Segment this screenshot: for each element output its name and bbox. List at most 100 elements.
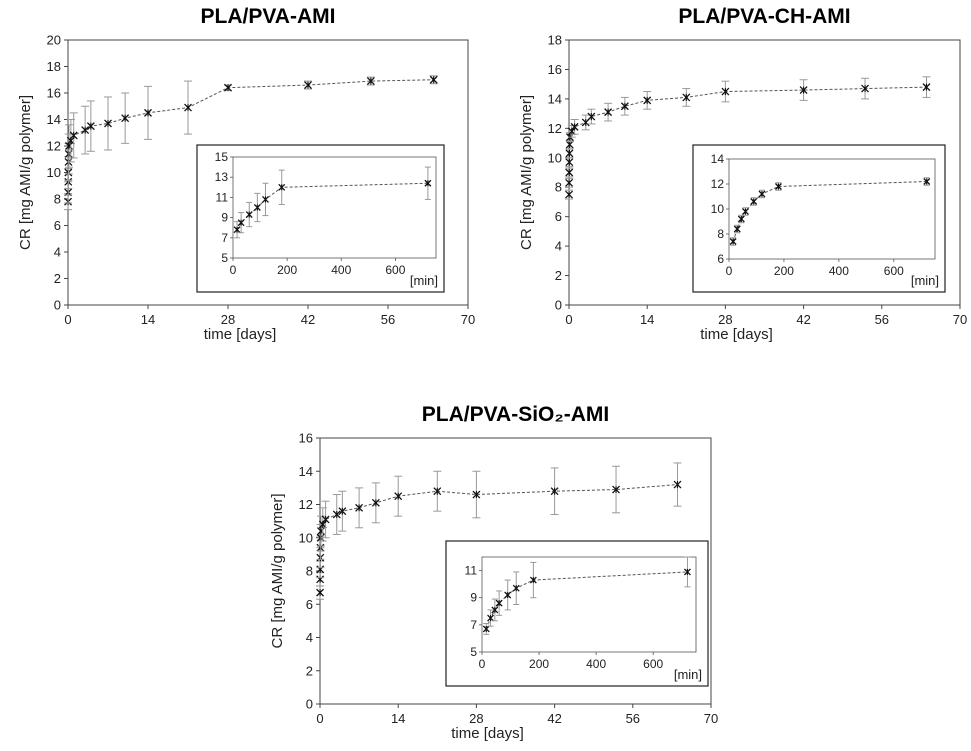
inset-y-tick-label: 7 (221, 231, 228, 245)
data-point (565, 168, 574, 177)
inset-x-tick-label: 400 (586, 657, 606, 671)
y-tick-label: 12 (548, 121, 562, 136)
inset-frame (692, 144, 946, 293)
data-point (121, 114, 130, 123)
data-point (366, 77, 375, 86)
inset-y-tick-label: 5 (470, 645, 477, 659)
inset-y-tick-label: 5 (221, 251, 228, 265)
data-point (424, 179, 432, 187)
data-point (733, 225, 741, 233)
series-line (485, 571, 688, 630)
y-tick-label: 0 (306, 697, 313, 712)
y-tick-label: 8 (54, 192, 61, 207)
data-point (332, 510, 341, 519)
inset-chart: 6 8 10 12 14 0 200 400 600 [min] (692, 144, 946, 293)
inset-chart: 5 7 9 11 0 200 400 600 [min] (445, 540, 709, 687)
x-axis-label: time [days] (204, 326, 277, 343)
data-point (673, 480, 682, 489)
data-point (529, 576, 537, 584)
data-point (316, 527, 325, 536)
inset-x-tick-label: 0 (230, 263, 237, 277)
data-point (487, 614, 495, 622)
inset-chart: 5 7 9 11 13 15 0 200 400 600 [min] (196, 144, 445, 293)
data-point (565, 178, 574, 187)
x-tick-label: 0 (565, 312, 572, 327)
y-tick-label: 14 (47, 112, 61, 127)
inset-frame (196, 144, 445, 293)
inset-x-tick-label: 600 (884, 264, 904, 278)
data-point (774, 183, 782, 190)
data-point (799, 86, 808, 95)
x-tick-label: 42 (796, 312, 810, 327)
data-point (861, 84, 870, 93)
y-tick-label: 18 (47, 59, 61, 74)
data-point (565, 158, 574, 167)
data-point (604, 108, 613, 117)
y-tick-label: 12 (299, 497, 313, 512)
data-point (482, 625, 490, 633)
y-tick-label: 0 (555, 298, 562, 313)
data-point (472, 490, 481, 499)
y-axis-label: CR [mg AMI/g polymer] (518, 95, 535, 250)
series-line (732, 181, 927, 242)
y-tick-label: 16 (548, 62, 562, 77)
y-tick-label: 16 (47, 86, 61, 101)
inset-x-tick-label: 200 (529, 657, 549, 671)
data-point (742, 208, 749, 215)
data-point (237, 219, 245, 227)
y-tick-label: 6 (306, 597, 313, 612)
y-tick-label: 14 (299, 464, 313, 479)
chart-title: PLA/PVA-AMI (201, 5, 336, 28)
x-tick-label: 42 (301, 312, 315, 327)
data-point (565, 190, 574, 199)
data-point (429, 75, 438, 84)
x-tick-label: 14 (391, 711, 405, 726)
data-point (245, 211, 253, 219)
data-point (643, 96, 652, 105)
data-point (253, 204, 261, 211)
inset-y-tick-label: 11 (465, 564, 478, 578)
x-tick-label: 70 (704, 711, 718, 726)
data-point (278, 183, 286, 191)
data-point (233, 226, 241, 234)
data-point (570, 122, 579, 131)
inset-y-tick-label: 9 (221, 211, 228, 225)
data-point (86, 122, 95, 131)
y-tick-label: 10 (548, 150, 562, 165)
inset-x-tick-label: 0 (726, 264, 733, 278)
inset-x-tick-label: 400 (829, 264, 849, 278)
data-point (433, 487, 442, 496)
data-point (495, 599, 503, 607)
y-tick-label: 16 (299, 431, 313, 446)
inset-y-tick-label: 8 (717, 227, 724, 241)
y-tick-label: 14 (548, 91, 562, 106)
data-point (321, 515, 330, 524)
inset-plot-frame (481, 556, 697, 653)
y-axis-label: CR [mg AMI/g polymer] (269, 493, 286, 648)
y-tick-label: 8 (306, 564, 313, 579)
x-tick-label: 56 (626, 711, 640, 726)
data-point (550, 487, 559, 496)
data-point (224, 83, 232, 92)
data-point (683, 568, 691, 576)
inset-y-tick-label: 11 (216, 190, 229, 204)
data-point (737, 215, 745, 223)
x-tick-label: 28 (221, 312, 235, 327)
y-tick-label: 4 (54, 245, 61, 260)
data-point (104, 119, 112, 128)
y-tick-label: 6 (555, 209, 562, 224)
y-tick-label: 4 (555, 239, 562, 254)
x-tick-label: 0 (64, 312, 71, 327)
data-point (355, 503, 364, 512)
data-point (184, 103, 192, 112)
y-axis-label: CR [mg AMI/g polymer] (17, 95, 34, 250)
data-point (338, 507, 347, 516)
x-tick-label: 70 (461, 312, 475, 327)
inset-y-tick-label: 13 (215, 170, 229, 184)
data-point (512, 584, 520, 592)
y-tick-label: 8 (555, 180, 562, 195)
inset-y-tick-label: 15 (215, 150, 229, 164)
